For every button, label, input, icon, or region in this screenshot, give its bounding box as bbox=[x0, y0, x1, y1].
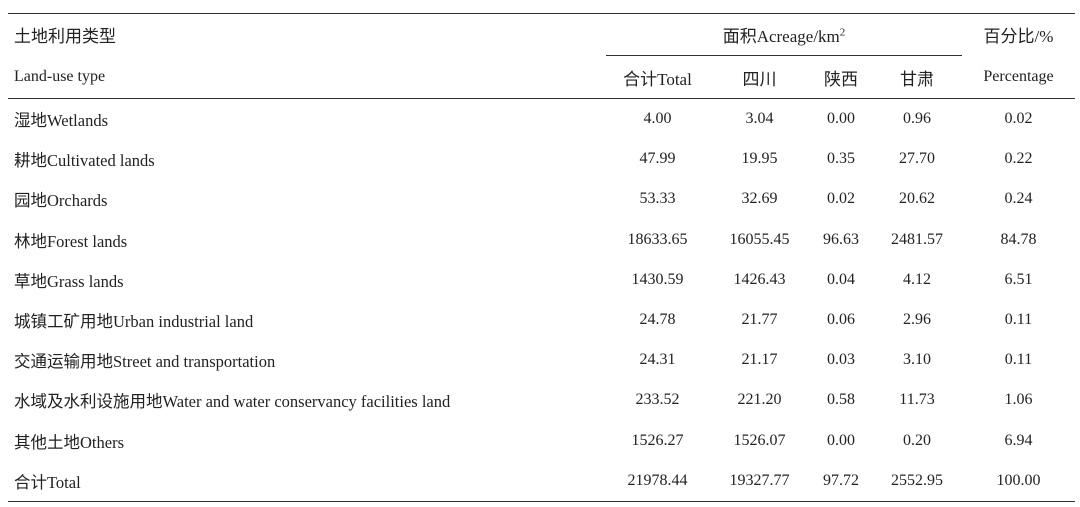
cell-percentage: 0.11 bbox=[1004, 351, 1033, 369]
table-row: 草地Grass lands 1430.59 1426.43 0.04 4.12 … bbox=[8, 260, 1075, 300]
cell-shaanxi: 96.63 bbox=[823, 230, 859, 248]
cell-total: 53.33 bbox=[639, 190, 676, 208]
table-row: 其他土地Others 1526.27 1526.07 0.00 0.20 6.9… bbox=[8, 421, 1075, 461]
cell-shaanxi: 0.00 bbox=[827, 110, 855, 128]
table-row: 林地Forest lands 18633.65 16055.45 96.63 2… bbox=[8, 220, 1075, 260]
cell-gansu: 4.12 bbox=[903, 270, 931, 288]
cell-shaanxi: 97.72 bbox=[810, 460, 872, 502]
table-row: 交通运输用地Street and transportation 24.31 21… bbox=[8, 340, 1075, 380]
percentage-header-cn: 百分比/% bbox=[983, 27, 1054, 47]
column-header-total: 合计Total bbox=[606, 55, 709, 99]
cell-percentage: 0.11 bbox=[1004, 311, 1033, 329]
cell-shaanxi: 0.02 bbox=[827, 190, 855, 208]
cell-gansu: 20.62 bbox=[899, 190, 935, 208]
column-header-shaanxi: 陕西 bbox=[810, 55, 872, 99]
cell-percentage: 100.00 bbox=[962, 460, 1075, 502]
cell-total: 21978.44 bbox=[606, 460, 709, 502]
row-name: 湿地Wetlands bbox=[14, 111, 108, 131]
cell-gansu: 0.96 bbox=[903, 110, 931, 128]
row-name: 交通运输用地Street and transportation bbox=[14, 352, 276, 372]
cell-sichuan: 21.77 bbox=[741, 311, 778, 329]
area-group-header: 面积Acreage/km2 bbox=[606, 14, 962, 56]
land-use-type-header-cn: 土地利用类型 bbox=[14, 27, 116, 47]
cell-sichuan: 21.17 bbox=[741, 351, 778, 369]
cell-shaanxi: 0.06 bbox=[827, 311, 855, 329]
cell-total: 233.52 bbox=[635, 391, 680, 409]
cell-gansu: 27.70 bbox=[899, 150, 935, 168]
table-header: 土地利用类型 面积Acreage/km2 百分比/% Land-use type… bbox=[8, 13, 1075, 99]
table-row: 城镇工矿用地Urban industrial land 24.78 21.77 … bbox=[8, 300, 1075, 340]
cell-percentage: 6.51 bbox=[1004, 270, 1033, 288]
column-header-gansu: 甘肃 bbox=[872, 55, 962, 99]
cell-shaanxi: 0.04 bbox=[827, 270, 855, 288]
table-row: 园地Orchards 53.33 32.69 0.02 20.62 0.24 bbox=[8, 179, 1075, 219]
cell-total: 24.78 bbox=[639, 311, 676, 329]
row-name: 草地Grass lands bbox=[14, 271, 124, 291]
cell-total: 24.31 bbox=[639, 351, 676, 369]
percentage-header-en: Percentage bbox=[962, 55, 1075, 99]
cell-sichuan: 3.04 bbox=[745, 110, 774, 128]
cell-percentage: 0.24 bbox=[1004, 190, 1033, 208]
row-name: 其他土地Others bbox=[14, 432, 124, 452]
row-name: 耕地Cultivated lands bbox=[14, 151, 155, 171]
cell-percentage: 84.78 bbox=[1000, 230, 1037, 248]
cell-sichuan: 1426.43 bbox=[733, 270, 786, 288]
table-row: 湿地Wetlands 4.00 3.04 0.00 0.96 0.02 bbox=[8, 99, 1075, 140]
cell-gansu: 2481.57 bbox=[891, 230, 943, 248]
cell-sichuan: 221.20 bbox=[737, 391, 782, 409]
cell-sichuan: 16055.45 bbox=[729, 230, 790, 248]
land-use-type-header-en: Land-use type bbox=[8, 55, 606, 99]
cell-shaanxi: 0.35 bbox=[827, 150, 855, 168]
row-name: 水域及水利设施用地Water and water conservancy fac… bbox=[14, 392, 451, 412]
table-body: 湿地Wetlands 4.00 3.04 0.00 0.96 0.02 耕地Cu… bbox=[8, 99, 1075, 502]
land-use-table: 土地利用类型 面积Acreage/km2 百分比/% Land-use type… bbox=[8, 13, 1075, 502]
cell-total: 1526.27 bbox=[631, 431, 684, 449]
cell-percentage: 1.06 bbox=[1004, 391, 1033, 409]
cell-shaanxi: 0.58 bbox=[827, 391, 855, 409]
cell-total: 4.00 bbox=[643, 110, 672, 128]
cell-sichuan: 19327.77 bbox=[709, 460, 810, 502]
cell-gansu: 2552.95 bbox=[872, 460, 962, 502]
cell-percentage: 6.94 bbox=[1004, 431, 1033, 449]
table-row: 水域及水利设施用地Water and water conservancy fac… bbox=[8, 380, 1075, 420]
column-header-sichuan: 四川 bbox=[709, 55, 810, 99]
cell-sichuan: 1526.07 bbox=[733, 431, 786, 449]
cell-shaanxi: 0.03 bbox=[827, 351, 855, 369]
cell-total: 1430.59 bbox=[631, 270, 684, 288]
cell-gansu: 0.20 bbox=[903, 431, 931, 449]
cell-percentage: 0.02 bbox=[1004, 110, 1033, 128]
area-group-title: 面积Acreage/km bbox=[722, 27, 840, 46]
cell-gansu: 2.96 bbox=[903, 311, 931, 329]
cell-percentage: 0.22 bbox=[1004, 150, 1033, 168]
area-unit-superscript: 2 bbox=[839, 26, 846, 39]
cell-sichuan: 19.95 bbox=[741, 150, 778, 168]
cell-gansu: 11.73 bbox=[899, 391, 935, 409]
cell-gansu: 3.10 bbox=[903, 351, 931, 369]
row-name: 合计Total bbox=[8, 460, 606, 502]
row-name: 园地Orchards bbox=[14, 191, 108, 211]
cell-shaanxi: 0.00 bbox=[827, 431, 855, 449]
cell-total: 47.99 bbox=[639, 150, 676, 168]
cell-total: 18633.65 bbox=[627, 230, 688, 248]
row-name: 林地Forest lands bbox=[14, 231, 128, 251]
row-name: 城镇工矿用地Urban industrial land bbox=[14, 312, 254, 332]
table-row: 耕地Cultivated lands 47.99 19.95 0.35 27.7… bbox=[8, 139, 1075, 179]
table-row-total: 合计Total 21978.44 19327.77 97.72 2552.95 … bbox=[8, 460, 1075, 502]
cell-sichuan: 32.69 bbox=[741, 190, 778, 208]
